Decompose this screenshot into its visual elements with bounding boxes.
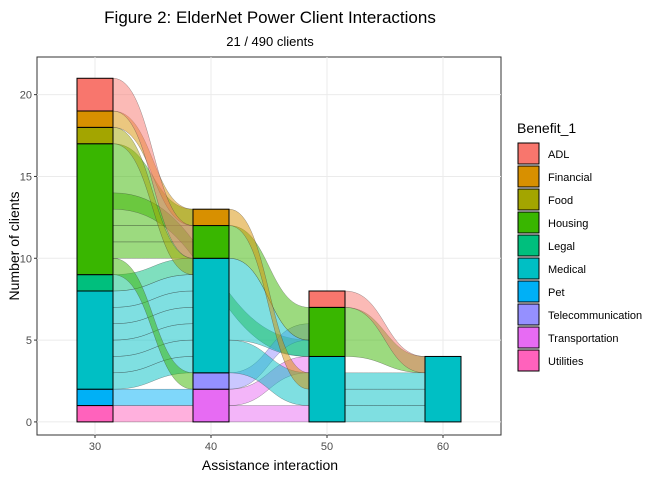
legend-label: Utilities xyxy=(548,356,584,368)
flow-transportation xyxy=(228,405,310,423)
legend-key-transportation xyxy=(517,326,540,349)
y-tick-label: 20 xyxy=(20,90,32,102)
legend-key-pet xyxy=(517,280,540,303)
legend-label: Transportation xyxy=(548,333,619,345)
flow-ribbons xyxy=(112,78,426,423)
stratum-utilities xyxy=(76,405,114,423)
legend-label: ADL xyxy=(548,149,569,161)
y-axis-title: Number of clients xyxy=(6,192,22,301)
legend: Benefit_1 ADL Financial Food Housing Legal Me… xyxy=(517,120,642,372)
legend-key-utilities xyxy=(517,349,540,372)
legend-label: Medical xyxy=(548,264,586,276)
stratum-housing xyxy=(192,225,230,259)
y-tick-label: 15 xyxy=(20,171,32,183)
stratum-transportation xyxy=(192,388,230,423)
y-tick-label: 10 xyxy=(20,253,32,265)
stratum-financial xyxy=(76,110,114,128)
legend-label: Pet xyxy=(548,287,565,299)
stratum-medical xyxy=(76,290,114,390)
x-tick-label: 40 xyxy=(205,441,217,453)
stratum-adl xyxy=(76,77,114,112)
flow-pet xyxy=(112,388,194,406)
x-tick-label: 30 xyxy=(89,441,101,453)
legend-key-housing xyxy=(517,211,540,234)
stratum-telecommunication xyxy=(192,372,230,390)
x-tick-label: 60 xyxy=(437,441,449,453)
chart-subtitle: 21 / 490 clients xyxy=(226,34,314,49)
x-axis-ticks: 30 40 50 60 xyxy=(89,435,449,453)
x-axis-title: Assistance interaction xyxy=(202,457,338,473)
flow-medical xyxy=(344,372,426,390)
stratum-food xyxy=(76,126,114,145)
stratum-adl xyxy=(308,290,346,308)
legend-key-medical xyxy=(517,257,540,280)
y-tick-label: 0 xyxy=(26,417,32,429)
legend-key-legal xyxy=(517,234,540,257)
legend-key-adl xyxy=(517,142,540,165)
stratum-legal xyxy=(76,274,114,292)
stratum-bars xyxy=(76,77,462,423)
stratum-housing xyxy=(76,143,114,276)
flow-utilities xyxy=(112,405,194,423)
stratum-pet xyxy=(76,388,114,407)
legend-key-telecommunication xyxy=(517,303,540,326)
flow-medical xyxy=(344,388,426,406)
legend-title: Benefit_1 xyxy=(517,120,576,136)
legend-label: Food xyxy=(548,195,573,207)
legend-label: Housing xyxy=(548,218,588,230)
stratum-housing xyxy=(308,306,346,357)
stratum-financial xyxy=(192,208,230,227)
legend-key-food xyxy=(517,188,540,211)
legend-label: Legal xyxy=(548,241,575,253)
x-tick-label: 50 xyxy=(321,441,333,453)
legend-label: Financial xyxy=(548,172,592,184)
flow-medical xyxy=(344,405,426,423)
legend-label: Telecommunication xyxy=(548,310,642,322)
stratum-medical xyxy=(424,355,462,423)
stratum-medical xyxy=(192,257,230,374)
y-axis-ticks: 0 5 10 15 20 xyxy=(20,90,37,429)
chart-title: Figure 2: ElderNet Power Client Interact… xyxy=(104,8,436,27)
legend-key-financial xyxy=(517,165,540,188)
stratum-medical xyxy=(308,355,346,423)
y-tick-label: 5 xyxy=(26,335,32,347)
